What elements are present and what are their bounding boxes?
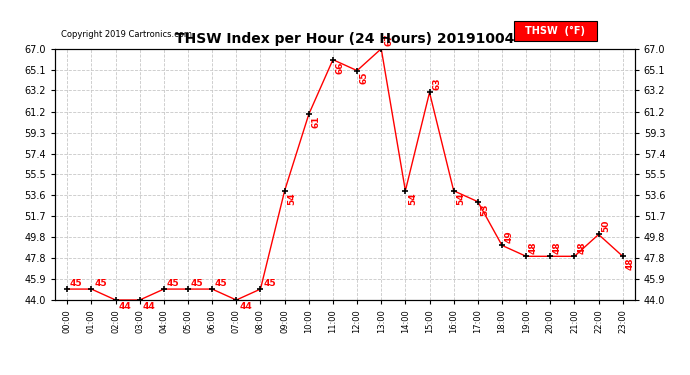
- Text: 63: 63: [433, 77, 442, 90]
- Text: 66: 66: [336, 61, 345, 74]
- Text: 53: 53: [481, 203, 490, 216]
- Text: 44: 44: [239, 302, 252, 311]
- Text: Copyright 2019 Cartronics.com: Copyright 2019 Cartronics.com: [61, 30, 192, 39]
- Text: 48: 48: [578, 241, 586, 254]
- Text: 54: 54: [457, 192, 466, 205]
- Text: 67: 67: [384, 33, 393, 46]
- Title: THSW Index per Hour (24 Hours) 20191004: THSW Index per Hour (24 Hours) 20191004: [175, 32, 515, 46]
- Text: 45: 45: [95, 279, 107, 288]
- Text: 48: 48: [553, 241, 562, 254]
- Text: 50: 50: [602, 219, 611, 232]
- Text: 45: 45: [191, 279, 204, 288]
- Text: 61: 61: [312, 116, 321, 128]
- Text: 65: 65: [360, 72, 369, 84]
- Text: 48: 48: [529, 241, 538, 254]
- Text: 45: 45: [70, 279, 83, 288]
- Text: 54: 54: [408, 192, 417, 205]
- Text: 45: 45: [264, 279, 276, 288]
- Text: THSW  (°F): THSW (°F): [526, 26, 585, 36]
- Text: 45: 45: [167, 279, 179, 288]
- Text: 48: 48: [626, 258, 635, 270]
- Text: 44: 44: [143, 302, 155, 311]
- Text: 54: 54: [288, 192, 297, 205]
- Text: 44: 44: [119, 302, 131, 311]
- Text: 45: 45: [215, 279, 228, 288]
- Text: 49: 49: [505, 230, 514, 243]
